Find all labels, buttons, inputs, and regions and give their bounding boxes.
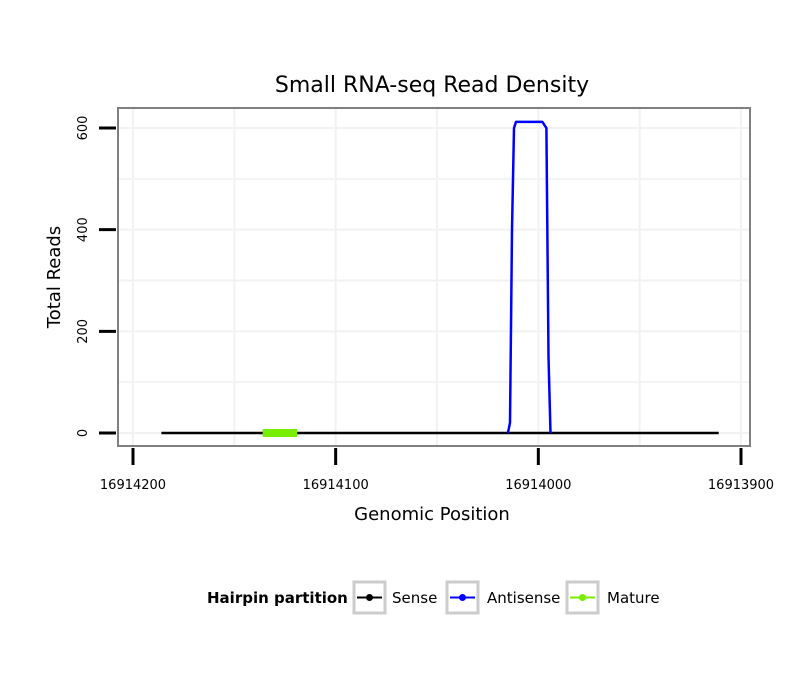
legend-marker-sense: [366, 594, 373, 601]
plot-panel: [117, 107, 751, 447]
legend: Hairpin partition Sense Antisense Mature: [207, 580, 660, 615]
y-tick-label: 200: [76, 319, 91, 344]
x-tick-label: 16914100: [303, 478, 369, 493]
x-axis-title: Genomic Position: [354, 504, 510, 525]
legend-marker-mature: [579, 594, 586, 601]
legend-label-mature: Mature: [607, 589, 660, 607]
series-line-antisense: [506, 120, 552, 434]
y-tick-label: 600: [76, 116, 91, 141]
y-tick-label: 400: [76, 217, 91, 242]
legend-label-antisense: Antisense: [487, 589, 560, 607]
axes: 16914200 16914100 16914000 16913900 0 200 400 6…: [76, 116, 774, 493]
y-axis-title: Total Reads: [44, 226, 65, 329]
grid: [119, 109, 749, 445]
legend-label-sense: Sense: [392, 589, 437, 607]
x-tick-label: 16914200: [100, 478, 166, 493]
y-tick-label: 0: [76, 429, 91, 437]
x-tick-label: 16913900: [708, 478, 774, 493]
x-tick-label: 16914000: [505, 478, 571, 493]
series-layer: [161, 120, 719, 437]
legend-marker-antisense: [459, 594, 466, 601]
chart-title: Small RNA-seq Read Density: [275, 73, 589, 98]
legend-title: Hairpin partition: [207, 589, 348, 607]
